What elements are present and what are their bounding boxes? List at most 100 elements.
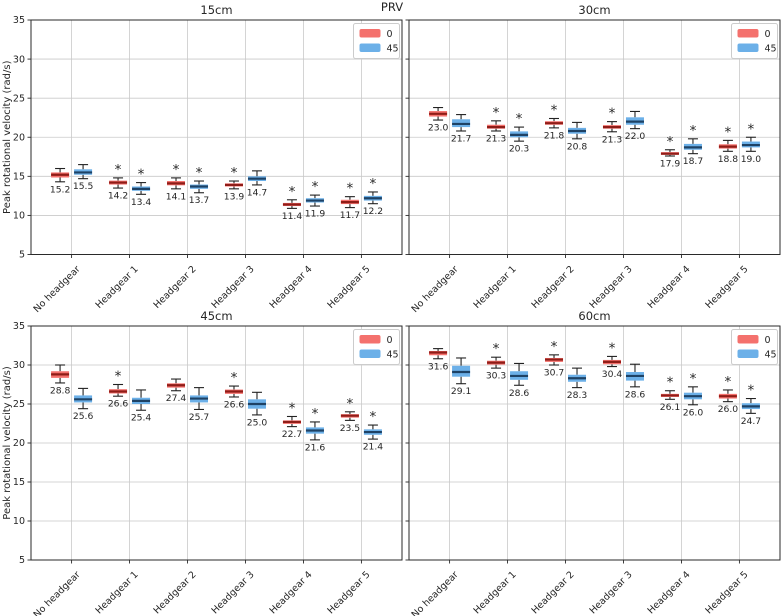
box-0-headgear-2: * 30.7	[544, 339, 565, 379]
value-label: 26.0	[683, 407, 704, 418]
ytick-label: 35	[13, 15, 25, 26]
box-45-no-headgear: 25.6	[73, 387, 93, 422]
xtick-label: Headgear 2	[530, 264, 577, 311]
value-label: 19.0	[741, 154, 762, 165]
subplot-title: 15cm	[200, 3, 232, 17]
box-45-headgear-5: * 24.7	[741, 383, 762, 427]
legend-swatch-45	[737, 43, 759, 52]
subplot-title: 60cm	[578, 309, 610, 323]
value-label: 28.6	[509, 388, 530, 399]
box-45-headgear-1: 28.6	[509, 362, 530, 399]
value-label: 30.3	[486, 371, 507, 382]
value-label: 13.4	[131, 197, 152, 208]
xtick-label: Headgear 3	[210, 264, 257, 311]
significance-star: *	[289, 400, 296, 416]
value-label: 22.7	[282, 429, 303, 440]
box-45-headgear-3: 25.0	[247, 391, 268, 428]
value-label: 21.3	[486, 133, 507, 144]
box-0-headgear-3: * 26.6	[224, 370, 245, 410]
ytick-label: 20	[13, 438, 25, 449]
value-label: 28.3	[567, 390, 588, 401]
value-label: 21.4	[363, 442, 384, 453]
xtick-label: Headgear 3	[210, 569, 257, 616]
value-label: 26.6	[224, 399, 245, 410]
legend-swatch-45	[737, 349, 759, 358]
value-label: 11.4	[282, 211, 303, 222]
value-label: 21.8	[544, 130, 565, 141]
xtick-label: Headgear 1	[94, 569, 141, 616]
value-label: 13.9	[224, 191, 245, 202]
significance-star: *	[493, 341, 500, 357]
box-45-headgear-2: * 13.7	[189, 165, 210, 206]
ytick-label: 15	[13, 477, 25, 488]
xtick-label: Headgear 5	[326, 569, 373, 616]
box-0-no-headgear: 23.0	[428, 106, 449, 134]
box-45-headgear-1: * 13.4	[131, 167, 152, 208]
box-0-headgear-4: * 26.1	[660, 375, 680, 413]
box-45-headgear-3: 28.6	[625, 363, 645, 400]
subplot-30cm: No headgear Headgear 1 Headgear 2 Headgear …	[405, 3, 781, 315]
value-label: 25.0	[247, 417, 268, 428]
ytick-label: 25	[13, 399, 25, 410]
box-45-headgear-2: 20.8	[567, 121, 587, 152]
significance-star: *	[312, 406, 319, 422]
value-label: 25.4	[131, 413, 152, 424]
ytick-label: 5	[19, 555, 25, 566]
legend-swatch-0	[737, 335, 759, 344]
box-0-headgear-3: * 13.9	[224, 165, 245, 202]
significance-star: *	[115, 369, 122, 385]
value-label: 11.9	[305, 209, 326, 220]
figure-suptitle: PRV	[380, 0, 404, 14]
legend: 045	[353, 329, 400, 365]
box-0-headgear-5: * 23.5	[340, 396, 361, 434]
value-label: 18.8	[718, 154, 739, 165]
significance-star: *	[289, 184, 296, 200]
box-0-headgear-5: * 11.7	[340, 181, 361, 221]
ytick-label: 20	[13, 132, 25, 143]
xtick-label: Headgear 4	[646, 264, 693, 311]
significance-star: *	[347, 181, 354, 197]
significance-star: *	[231, 370, 238, 386]
xtick-label: Headgear 4	[268, 264, 315, 311]
ytick-label: 35	[13, 321, 25, 332]
value-label: 22.0	[625, 131, 646, 142]
legend-label: 0	[765, 335, 771, 346]
xtick-label: Headgear 4	[646, 569, 693, 616]
legend: 045	[353, 23, 400, 59]
value-label: 23.5	[340, 423, 361, 434]
value-label: 17.9	[660, 159, 681, 170]
legend-swatch-45	[359, 43, 381, 52]
box-0-headgear-5: * 18.8	[718, 124, 739, 164]
significance-star: *	[609, 340, 616, 356]
value-label: 20.3	[509, 144, 530, 155]
xtick-label: No headgear	[410, 264, 461, 315]
box-0-no-headgear: 15.2	[50, 167, 70, 195]
legend-swatch-45	[359, 349, 381, 358]
value-label: 21.6	[305, 442, 326, 453]
subplot-title: 45cm	[200, 309, 232, 323]
box-45-headgear-1: 25.4	[131, 389, 152, 424]
box-0-no-headgear: 28.8	[50, 364, 70, 396]
legend: 045	[731, 23, 778, 59]
legend-label: 45	[387, 44, 399, 55]
significance-star: *	[138, 167, 145, 183]
box-45-no-headgear: 21.7	[451, 114, 471, 144]
box-0-headgear-1: * 21.3	[486, 105, 507, 145]
box-45-no-headgear: 29.1	[451, 357, 471, 397]
value-label: 21.3	[602, 134, 623, 145]
box-0-headgear-4: * 22.7	[282, 400, 303, 440]
value-label: 24.7	[741, 416, 762, 427]
value-label: 31.6	[428, 361, 449, 372]
legend-label: 0	[765, 29, 771, 40]
significance-star: *	[725, 374, 732, 390]
box-45-headgear-4: * 18.7	[683, 123, 704, 167]
value-label: 23.0	[428, 123, 449, 134]
legend-swatch-0	[359, 29, 381, 38]
box-45-headgear-3: 22.0	[625, 110, 646, 142]
significance-star: *	[748, 383, 755, 399]
legend-label: 45	[765, 350, 777, 361]
value-label: 26.6	[108, 399, 129, 410]
subplot-title: 30cm	[578, 3, 610, 17]
